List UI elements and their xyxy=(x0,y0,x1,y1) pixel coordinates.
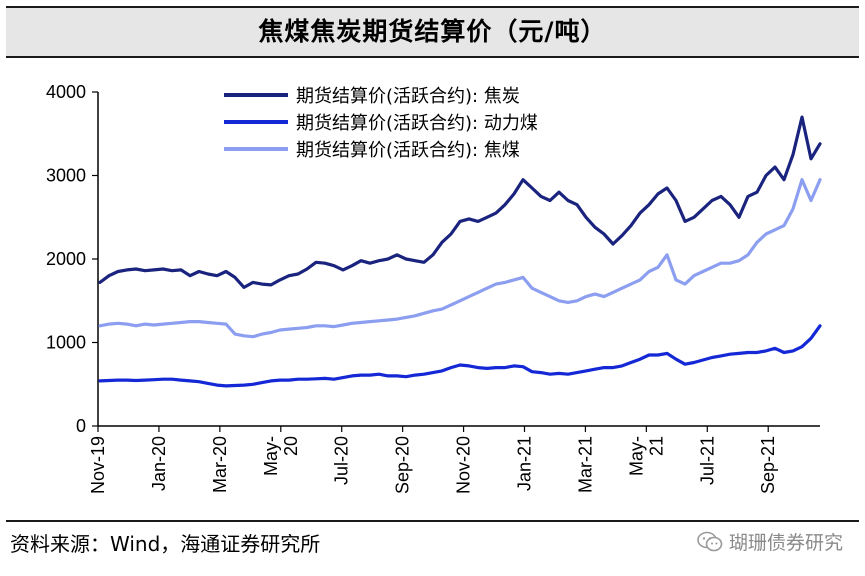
x-tick-label: Jan-20 xyxy=(149,436,169,491)
x-tick-label: Sep-20 xyxy=(393,436,413,494)
legend-label-0: 期货结算价(活跃合约): 焦炭 xyxy=(296,86,520,107)
x-tick-label: Mar-21 xyxy=(575,436,595,493)
series-line-0 xyxy=(98,115,822,289)
x-tick-text: Sep-20 xyxy=(393,436,413,494)
x-tick-label: Sep-21 xyxy=(758,436,778,494)
x-tick-label: Jul-21 xyxy=(697,436,717,485)
y-tick-label: 0 xyxy=(76,416,86,436)
x-tick-label: Nov-20 xyxy=(454,436,474,494)
x-tick-text: Nov-20 xyxy=(454,436,474,494)
legend-label-2: 期货结算价(活跃合约): 焦煤 xyxy=(296,140,520,161)
x-tick-text: 20 xyxy=(281,436,301,456)
x-axis: Nov-19 Jan-20 Mar-20 May- 20 Jul-20 Sep-20 Nov-… xyxy=(88,425,820,494)
y-tick-label: 4000 xyxy=(46,82,86,102)
chart-area: 0 1000 2000 3000 4000 Nov-19 Jan-20 Mar-20 May-… xyxy=(46,82,822,494)
x-tick-text: Jan-21 xyxy=(514,436,534,491)
y-tick-label: 1000 xyxy=(46,333,86,353)
legend: 期货结算价(活跃合约): 焦炭期货结算价(活跃合约): 动力煤期货结算价(活跃合… xyxy=(224,86,538,161)
y-tick-label: 3000 xyxy=(46,166,86,186)
series-line-2 xyxy=(98,178,822,339)
x-tick-label: May- 20 xyxy=(261,436,301,476)
x-tick-label: May- 21 xyxy=(626,436,666,476)
series-lines xyxy=(98,115,822,388)
title-bar: 焦煤焦炭期货结算价（元/吨） xyxy=(6,6,859,58)
x-tick-text: 21 xyxy=(646,436,666,456)
x-tick-label: Nov-19 xyxy=(88,436,108,494)
x-tick-text: Mar-21 xyxy=(575,436,595,493)
watermark: 瑚珊债券研究 xyxy=(697,528,843,555)
x-tick-label: Jul-20 xyxy=(332,436,352,485)
x-tick-label: Jan-21 xyxy=(514,436,534,491)
x-tick-text: Jul-20 xyxy=(332,436,352,485)
y-axis: 0 1000 2000 3000 4000 xyxy=(46,82,99,436)
page-title: 焦煤焦炭期货结算价（元/吨） xyxy=(258,17,607,46)
y-tick-label: 2000 xyxy=(46,249,86,269)
x-tick-text: Sep-21 xyxy=(758,436,778,494)
source-note: 资料来源：Wind，海通证券研究所 xyxy=(10,532,321,556)
watermark-text: 瑚珊债券研究 xyxy=(728,532,843,554)
x-tick-text: Nov-19 xyxy=(88,436,108,494)
wechat-icon xyxy=(697,531,723,551)
legend-label-1: 期货结算价(活跃合约): 动力煤 xyxy=(296,113,538,134)
x-tick-text: May- xyxy=(626,436,646,476)
footer-divider xyxy=(6,520,859,522)
x-tick-text: Mar-20 xyxy=(210,436,230,493)
x-tick-label: Mar-20 xyxy=(210,436,230,493)
series-line-1 xyxy=(98,324,822,388)
x-tick-text: Jan-20 xyxy=(149,436,169,491)
x-tick-text: Jul-21 xyxy=(697,436,717,485)
x-tick-text: May- xyxy=(261,436,281,476)
